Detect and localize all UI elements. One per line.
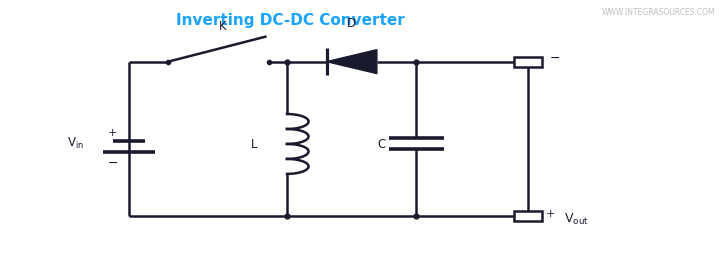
Text: −: − (550, 52, 560, 65)
Text: WWW.INTEGRASOURCES.COM: WWW.INTEGRASOURCES.COM (602, 8, 715, 17)
Text: L: L (252, 138, 258, 151)
Polygon shape (326, 51, 377, 74)
Text: D: D (347, 17, 356, 30)
Text: Inverting DC-DC Converter: Inverting DC-DC Converter (176, 13, 405, 28)
Text: +: + (546, 208, 555, 218)
Text: $-$: $-$ (107, 156, 118, 169)
Text: +: + (108, 128, 117, 137)
Text: $\mathregular{V_{out}}$: $\mathregular{V_{out}}$ (564, 211, 589, 227)
Text: $\mathregular{V_{in}}$: $\mathregular{V_{in}}$ (67, 136, 84, 151)
Bar (513, 57, 542, 67)
Bar (513, 212, 542, 221)
Text: C: C (378, 138, 386, 151)
Text: K: K (218, 20, 226, 33)
